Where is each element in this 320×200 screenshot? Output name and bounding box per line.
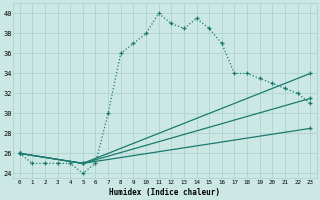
X-axis label: Humidex (Indice chaleur): Humidex (Indice chaleur) bbox=[109, 188, 220, 197]
